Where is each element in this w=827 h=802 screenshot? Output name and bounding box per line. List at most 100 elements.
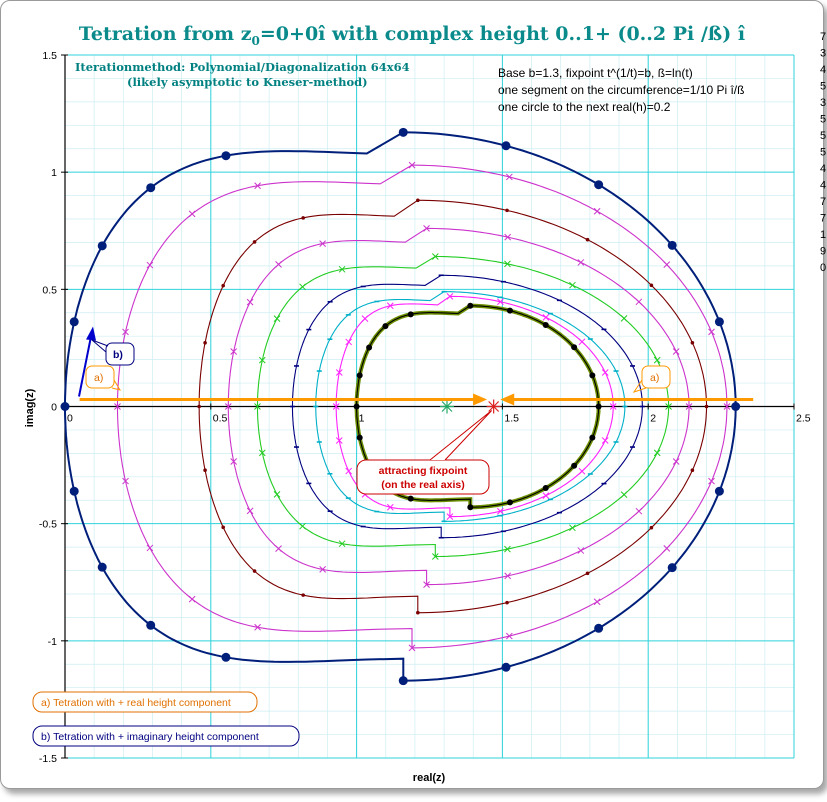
title-rest: =0+0î with complex height 0..1+ (0..2 Pi… bbox=[260, 23, 746, 45]
curve-2-point bbox=[704, 404, 709, 409]
curve-8-point bbox=[542, 321, 549, 328]
curve-2-point bbox=[221, 525, 225, 530]
curve-8-point bbox=[571, 344, 578, 351]
curve-0 bbox=[64, 131, 737, 682]
curve-7-point bbox=[578, 467, 586, 475]
curve-7-point bbox=[497, 507, 504, 515]
curve-2-point bbox=[505, 600, 509, 605]
curve-1-point bbox=[122, 477, 129, 485]
x-axis-label: real(z) bbox=[413, 772, 446, 784]
curve-3-point bbox=[423, 225, 430, 232]
curve-3-point bbox=[685, 403, 693, 410]
y-tick-label: -0.5 bbox=[39, 519, 57, 531]
curve-1-point bbox=[122, 328, 129, 336]
curve-1-point bbox=[663, 545, 671, 552]
chart-title: Tetration from z0=0+0î with complex heig… bbox=[79, 23, 746, 48]
right-strip-char: 3 bbox=[820, 97, 826, 109]
curve-8-point bbox=[467, 504, 474, 511]
curve-1-point bbox=[254, 623, 261, 631]
curve-7-point bbox=[386, 302, 394, 310]
curve-0-point bbox=[221, 652, 231, 662]
curve-4-point bbox=[653, 356, 661, 364]
fixpoint-callout-tail bbox=[429, 410, 493, 461]
legend-box-0 bbox=[32, 691, 258, 713]
curve-1-point bbox=[593, 207, 601, 215]
curve-4-point bbox=[258, 356, 266, 364]
right-strip-char: 3 bbox=[820, 48, 826, 60]
center-marker bbox=[439, 399, 454, 414]
curve-1 bbox=[116, 164, 728, 649]
curve-0-point bbox=[97, 241, 107, 251]
curve-4-point bbox=[569, 524, 576, 532]
curve-4-point bbox=[258, 449, 266, 457]
right-strip-char: 5 bbox=[820, 130, 826, 142]
y-tick-label: -1.5 bbox=[39, 753, 57, 765]
curve-7-point bbox=[335, 369, 343, 376]
curve-3-point bbox=[319, 566, 326, 573]
right-strip-char: 7 bbox=[820, 31, 826, 43]
curve-1-point bbox=[188, 210, 196, 218]
markers bbox=[60, 127, 741, 686]
right-strip-char: 0 bbox=[820, 262, 826, 274]
curve-1-point bbox=[593, 598, 601, 606]
curve-4-point bbox=[620, 314, 628, 322]
curve-1-point bbox=[708, 328, 715, 336]
curve-0-point bbox=[60, 402, 70, 411]
curve-8-point bbox=[589, 372, 596, 379]
curve-0-point bbox=[594, 180, 604, 190]
callout-a-label-0: a) bbox=[94, 372, 103, 384]
curve-1-point bbox=[663, 261, 671, 268]
curve-2-point bbox=[301, 216, 305, 220]
fixpoint-callout-line-1: (on the real axis) bbox=[381, 479, 464, 491]
arrow-a-head-1 bbox=[500, 393, 515, 406]
curve-7-point bbox=[609, 403, 617, 410]
curve-8-point bbox=[595, 403, 602, 410]
curve-3-point bbox=[635, 507, 643, 515]
curve-7-point bbox=[497, 298, 504, 306]
curve-6 bbox=[315, 291, 626, 522]
curve-4-point bbox=[504, 260, 511, 268]
curve-8-point bbox=[407, 495, 414, 502]
y-tick-label: 0.5 bbox=[42, 284, 57, 296]
curve-3 bbox=[227, 227, 690, 586]
curve-0-point bbox=[69, 317, 79, 327]
curve-3-point bbox=[504, 233, 512, 241]
curve-2-point bbox=[203, 340, 207, 345]
curve-0-point bbox=[667, 240, 677, 250]
callout-a-tail-1 bbox=[632, 379, 647, 393]
curve-8-point bbox=[467, 302, 474, 309]
fixpoint-callout-box bbox=[356, 459, 490, 495]
curve-0-point bbox=[97, 562, 107, 572]
arrow-b bbox=[78, 336, 92, 397]
callout-b-label: b) bbox=[113, 349, 123, 361]
callout-a-box-0 bbox=[85, 365, 115, 389]
curve-3-point bbox=[635, 298, 643, 306]
curve-3-point bbox=[275, 261, 282, 268]
curve-4-point bbox=[504, 545, 511, 553]
curve-3-point bbox=[246, 298, 254, 306]
curve-4-point bbox=[569, 281, 576, 289]
curve-7-point bbox=[578, 338, 586, 346]
right-strip-char: 7 bbox=[820, 213, 826, 225]
curve-7-point bbox=[361, 315, 369, 322]
curve-3-point bbox=[577, 259, 585, 266]
curve-5 bbox=[291, 274, 643, 539]
curve-4-point bbox=[273, 491, 281, 498]
curve-2-point bbox=[585, 571, 590, 576]
curve-7-point bbox=[601, 369, 609, 376]
curve-0-point bbox=[398, 127, 408, 137]
x-tick-label: 2 bbox=[650, 413, 656, 425]
callout-b-box bbox=[105, 342, 135, 366]
curve-3-point bbox=[230, 348, 238, 355]
curve-8-point bbox=[506, 307, 513, 314]
right-strip-char: 5 bbox=[820, 81, 826, 93]
curve-8 bbox=[356, 305, 600, 508]
curve-0-point bbox=[69, 486, 79, 496]
callout-a-box-1 bbox=[641, 365, 671, 389]
curve-2-point bbox=[585, 237, 590, 242]
curve-3-point bbox=[224, 403, 232, 410]
curve-4-point bbox=[431, 253, 439, 260]
right-strip-char: 7 bbox=[820, 196, 826, 208]
callout-a-label-1: a) bbox=[650, 372, 659, 384]
